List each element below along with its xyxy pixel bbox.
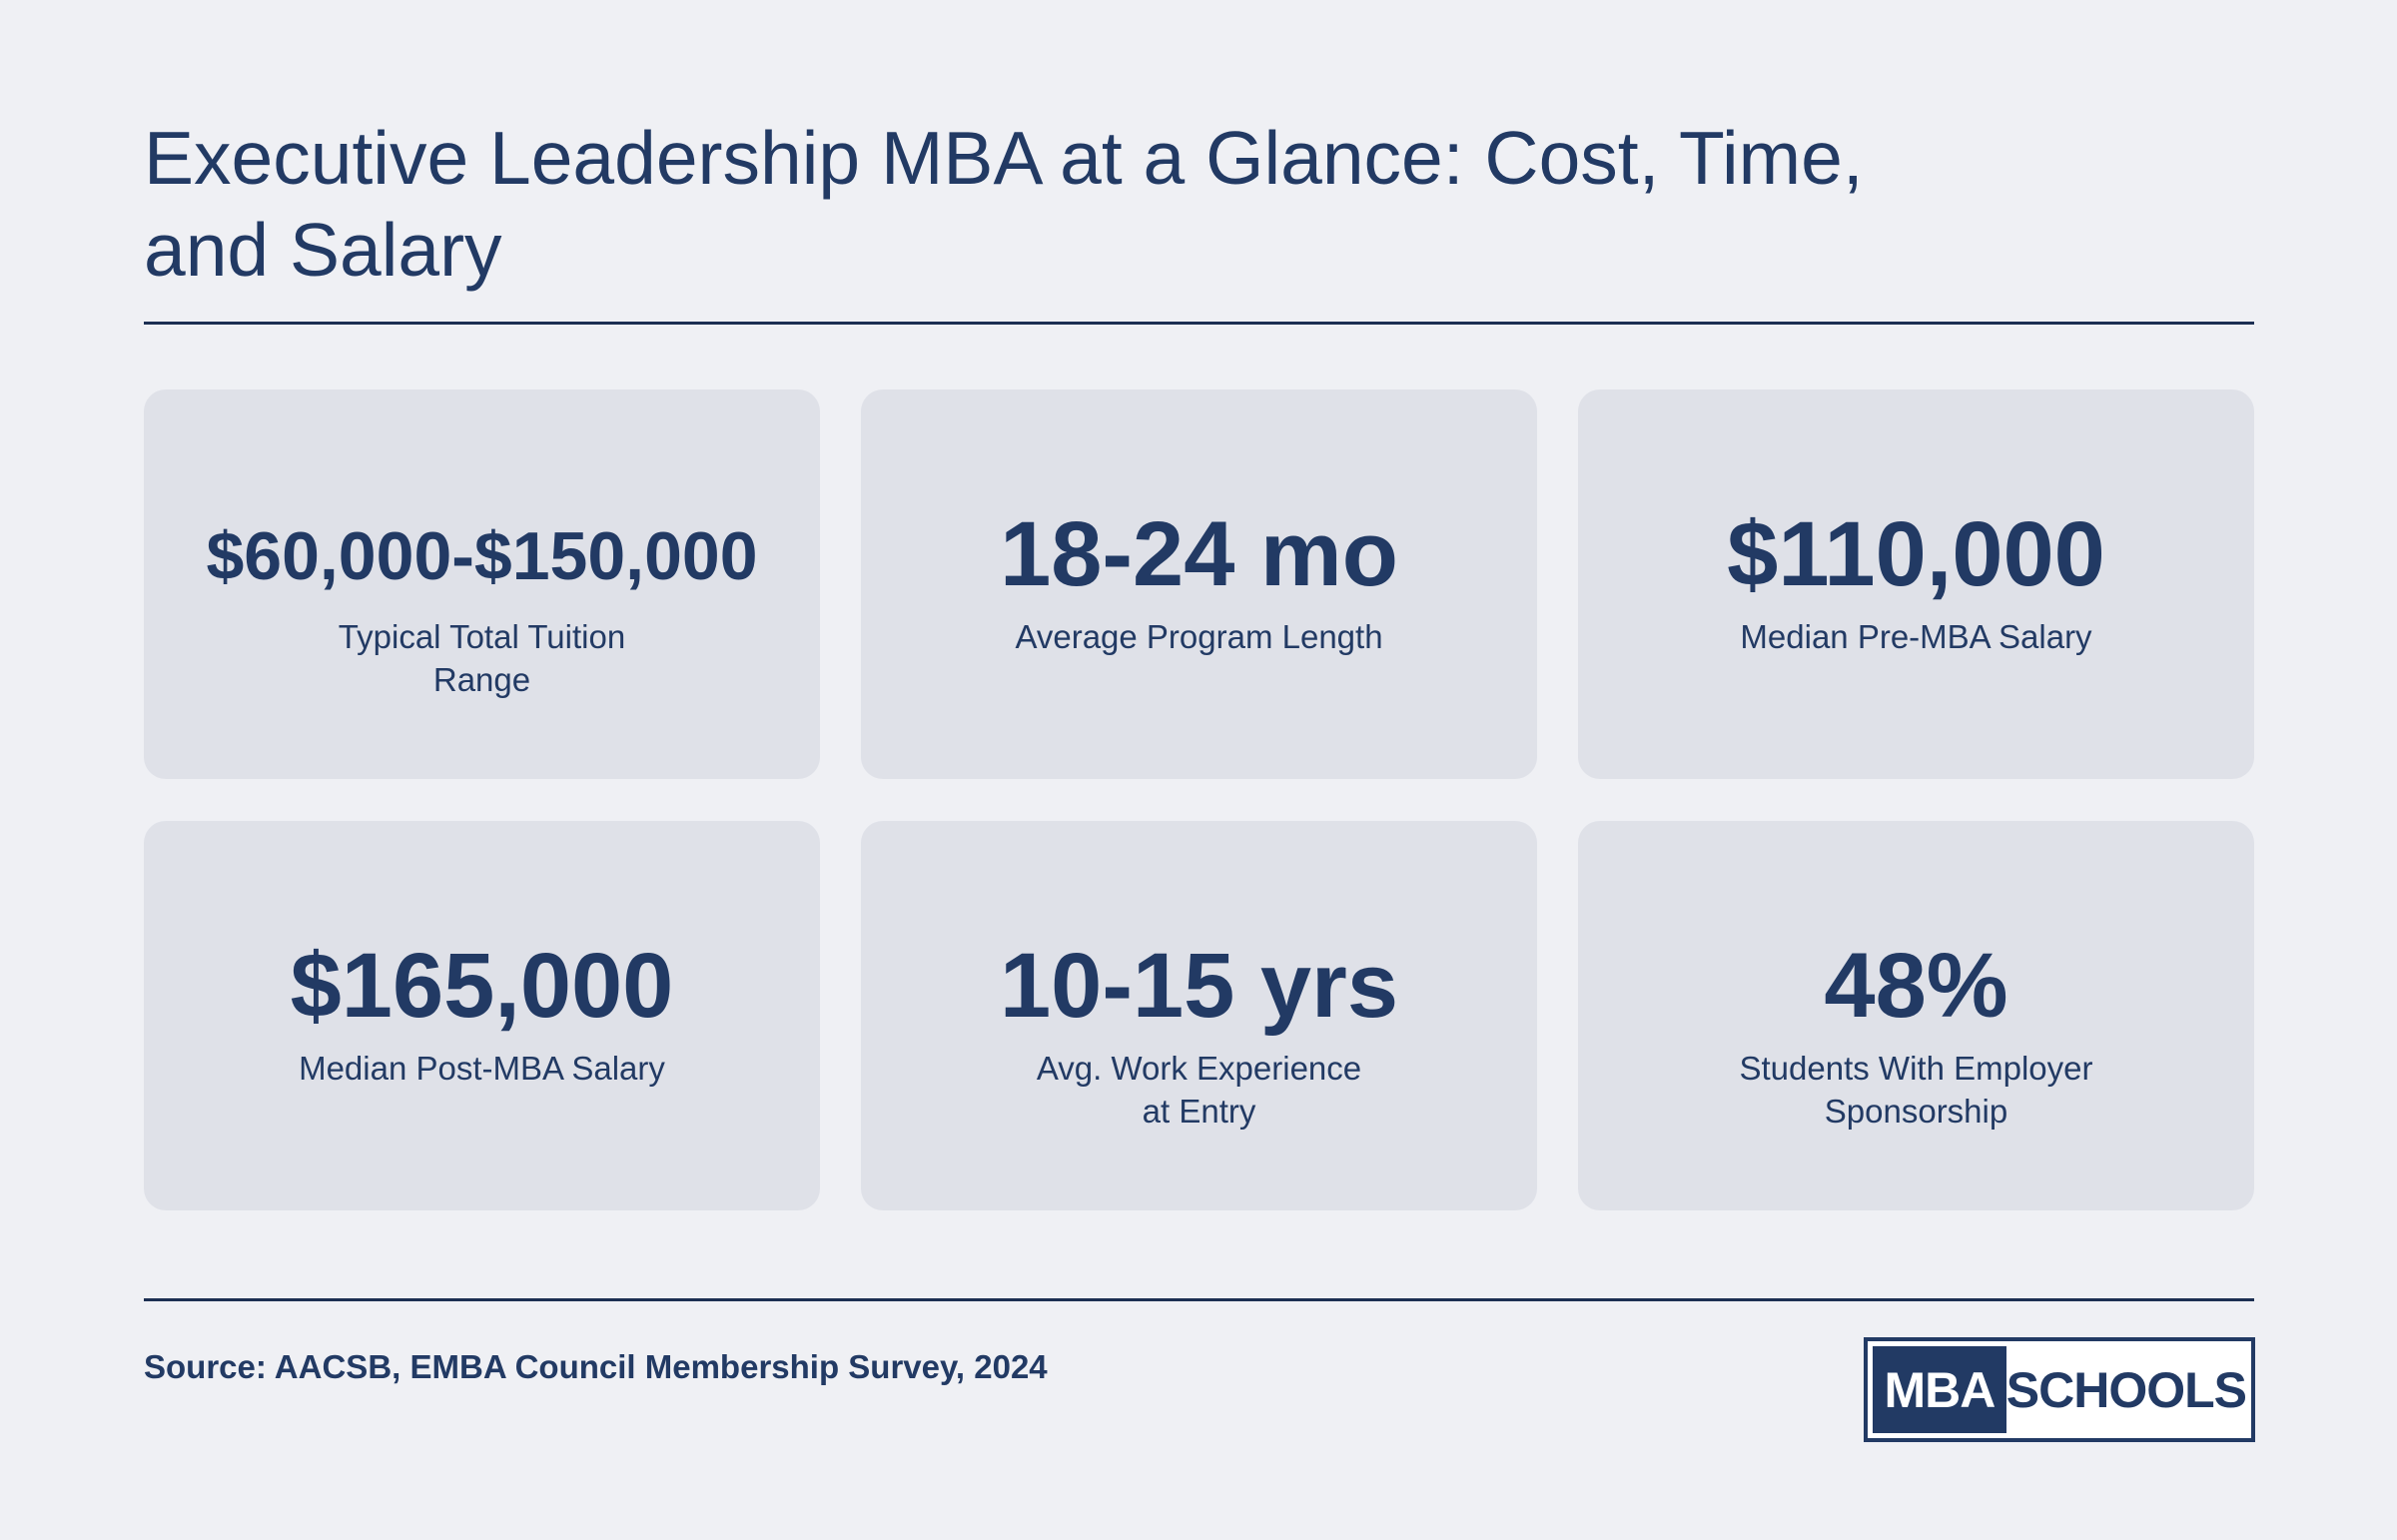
stat-card-work-experience: 10-15 yrs Avg. Work Experience at Entry xyxy=(861,821,1537,1210)
stat-value: $110,000 xyxy=(1727,503,2105,605)
stat-label: Avg. Work Experience at Entry xyxy=(1036,1050,1362,1130)
stat-card-employer-sponsorship: 48% Students With Employer Sponsorship xyxy=(1578,821,2254,1210)
stats-grid: $60,000-$150,000 Typical Total Tuition R… xyxy=(144,389,2254,1210)
stat-label: Students With Employer Sponsorship xyxy=(1739,1050,2093,1130)
source-note: Source: AACSB, EMBA Council Membership S… xyxy=(144,1348,1048,1385)
page-title: Executive Leadership MBA at a Glance: Co… xyxy=(144,116,1864,292)
stat-label: Average Program Length xyxy=(1015,618,1383,655)
stat-value: 10-15 yrs xyxy=(1000,935,1398,1037)
stat-value: $165,000 xyxy=(290,935,674,1037)
stat-value: 18-24 mo xyxy=(1000,503,1398,605)
stat-card-post-mba-salary: $165,000 Median Post-MBA Salary xyxy=(144,821,820,1210)
stat-value: 48% xyxy=(1824,935,2008,1037)
mba-schools-logo: MBA SCHOOLS xyxy=(1864,1337,2255,1442)
stat-card-program-length: 18-24 mo Average Program Length xyxy=(861,389,1537,779)
stat-card-pre-mba-salary: $110,000 Median Pre-MBA Salary xyxy=(1578,389,2254,779)
footer-divider xyxy=(144,1298,2254,1301)
stat-label: Median Post-MBA Salary xyxy=(299,1050,665,1087)
stat-label: Typical Total Tuition Range xyxy=(338,618,626,698)
stat-card-tuition: $60,000-$150,000 Typical Total Tuition R… xyxy=(144,389,820,779)
stat-label: Median Pre-MBA Salary xyxy=(1740,618,2092,655)
stat-value: $60,000-$150,000 xyxy=(206,518,758,594)
logo-schools-text: SCHOOLS xyxy=(2005,1361,2247,1418)
logo-mba-text: MBA xyxy=(1873,1346,2006,1433)
title-divider xyxy=(144,322,2254,325)
